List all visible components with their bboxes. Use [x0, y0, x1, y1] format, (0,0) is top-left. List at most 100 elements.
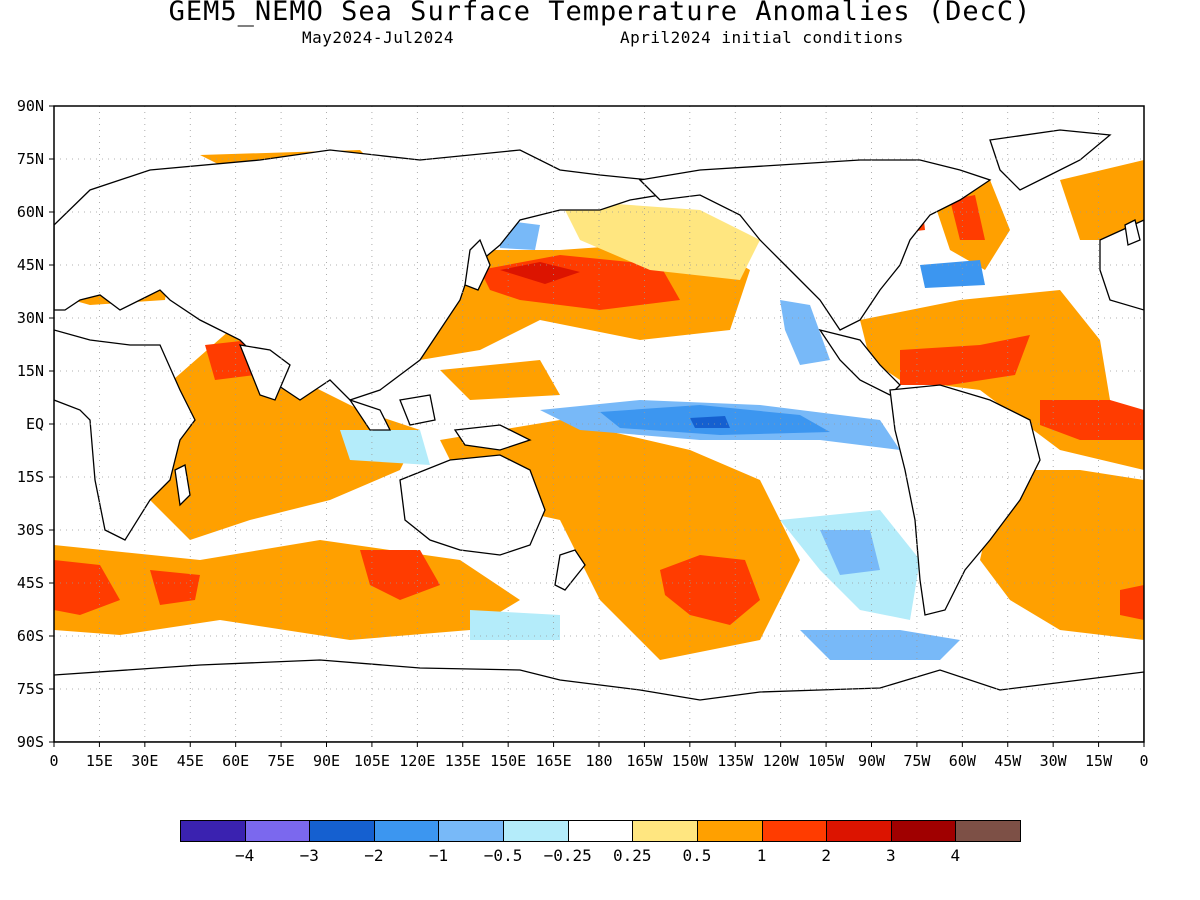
- longitude-label: 75W: [903, 752, 931, 770]
- latitude-label: 60S: [16, 627, 44, 645]
- longitude-label: 135W: [717, 752, 754, 770]
- colorbar-swatch: [955, 820, 1021, 842]
- warm-anomaly-southern-ocean-core-b: [360, 550, 440, 600]
- longitude-label: 105W: [808, 752, 845, 770]
- colorbar-swatch: [373, 820, 440, 842]
- latitude-label: 45S: [16, 574, 44, 592]
- warm-anomaly-norwegian-sea: [1060, 160, 1144, 240]
- longitude-label: 15E: [85, 752, 113, 770]
- lat-lon-grid: [54, 106, 1144, 742]
- uk-land: [1124, 219, 1141, 246]
- longitude-label: 45W: [994, 752, 1022, 770]
- longitude-label: 120W: [762, 752, 799, 770]
- colorbar-label: −0.25: [543, 846, 592, 865]
- australia-land: [399, 454, 546, 556]
- warm-anomaly-caribbean-mdr: [900, 335, 1030, 385]
- warm-anomaly-gulf-of-alaska: [560, 200, 760, 280]
- colorbar-swatch: [503, 820, 569, 842]
- colorbar-swatch: [890, 820, 957, 842]
- cool-anomaly-indonesia: [340, 430, 430, 465]
- longitude-label: 0: [49, 752, 59, 770]
- latitude-label: 75S: [16, 680, 44, 698]
- colorbar-label: −3: [299, 846, 319, 865]
- longitude-label: 45E: [176, 752, 204, 770]
- latitude-label: 90N: [16, 97, 44, 115]
- india-land: [238, 344, 291, 401]
- africa-land: [54, 329, 196, 541]
- latitude-label: 75N: [16, 150, 44, 168]
- warm-anomaly-south-pacific-core: [660, 555, 760, 625]
- latitude-label: EQ: [25, 415, 44, 433]
- latitude-label: 15N: [16, 362, 44, 380]
- japan-land: [464, 238, 491, 291]
- land-masses: [54, 129, 1144, 742]
- colorbar-swatch: [761, 820, 828, 842]
- latitude-label: 90S: [16, 733, 44, 751]
- longitude-label: 150E: [490, 752, 527, 770]
- longitude-label: 165W: [626, 752, 663, 770]
- longitude-label: 135E: [444, 752, 481, 770]
- colorbar-label: −0.5: [483, 846, 523, 865]
- longitude-label: 75E: [267, 752, 295, 770]
- latitude-label: 60N: [16, 203, 44, 221]
- antarctica-land: [54, 659, 1144, 742]
- cool-anomaly-drake-passage: [800, 630, 960, 660]
- colorbar-swatch: [696, 820, 763, 842]
- greenland-land: [989, 129, 1112, 191]
- colorbar-label: 2: [821, 846, 831, 865]
- warm-anomaly-southern-ocean-core-c: [150, 570, 200, 605]
- madagascar-land: [174, 464, 191, 507]
- initial-conditions: April2024 initial conditions: [620, 28, 904, 47]
- colorbar-swatch: [244, 820, 311, 842]
- warm-anomaly-south-atlantic-core: [1120, 585, 1144, 620]
- longitude-label: 90W: [857, 752, 886, 770]
- longitude-label: 180: [585, 752, 613, 770]
- longitude-label: 150W: [671, 752, 708, 770]
- colorbar-label: 1: [756, 846, 767, 865]
- latitude-label: 30N: [16, 309, 44, 327]
- longitude-label: 60W: [948, 752, 976, 770]
- north-america-land: [638, 159, 992, 331]
- warm-anomaly-kuroshio-core: [500, 262, 580, 284]
- longitude-label: 90E: [312, 752, 341, 770]
- longitude-label: 120E: [399, 752, 436, 770]
- latitude-label: 30S: [16, 521, 44, 539]
- cool-anomaly-california: [780, 300, 830, 365]
- cool-anomaly-southern-indian: [470, 610, 560, 640]
- colorbar-label: −2: [364, 846, 384, 865]
- longitude-label: 0: [1139, 752, 1149, 770]
- colorbar-swatch: [309, 820, 375, 842]
- warm-anomaly-southern-ocean-core-a: [54, 560, 120, 615]
- colorbar-swatch: [438, 820, 505, 842]
- colorbar-swatch: [567, 820, 634, 842]
- eurasia-africa-land: [54, 149, 662, 401]
- latitude-label: 45N: [16, 256, 44, 274]
- longitude-label: 60E: [222, 752, 250, 770]
- new-guinea-land: [453, 424, 532, 451]
- longitude-label: 15W: [1085, 752, 1113, 770]
- colorbar-swatch: [632, 820, 698, 842]
- latitude-label: 15S: [16, 468, 44, 486]
- new-zealand-land: [554, 549, 586, 591]
- colorbar-label: 0.25: [613, 846, 652, 865]
- colorbar-swatch: [826, 820, 892, 842]
- cool-anomaly-cold-tongue-center: [690, 416, 730, 428]
- colorbar-label: 4: [950, 846, 961, 865]
- sumatra-land: [348, 398, 392, 431]
- longitude-label: 30E: [131, 752, 159, 770]
- warm-anomaly-labrador-core: [950, 195, 985, 240]
- colorbar-label: −1: [428, 846, 449, 865]
- warm-anomaly-central-pacific-north: [440, 360, 560, 400]
- longitude-label: 165E: [535, 752, 572, 770]
- warm-anomaly-indian-ocean: [150, 330, 420, 540]
- south-america-land: [889, 384, 1041, 616]
- warm-anomaly-tropical-atlantic: [1040, 400, 1144, 440]
- borneo-land: [399, 394, 436, 426]
- colorbar-swatch: [180, 820, 246, 842]
- colorbar-label: 0.5: [682, 846, 712, 865]
- cool-anomaly-southeast-pacific-core: [820, 530, 880, 575]
- longitude-label: 105E: [353, 752, 390, 770]
- forecast-period: May2024-Jul2024: [302, 28, 454, 47]
- cool-anomaly-gulf-stream: [920, 260, 985, 288]
